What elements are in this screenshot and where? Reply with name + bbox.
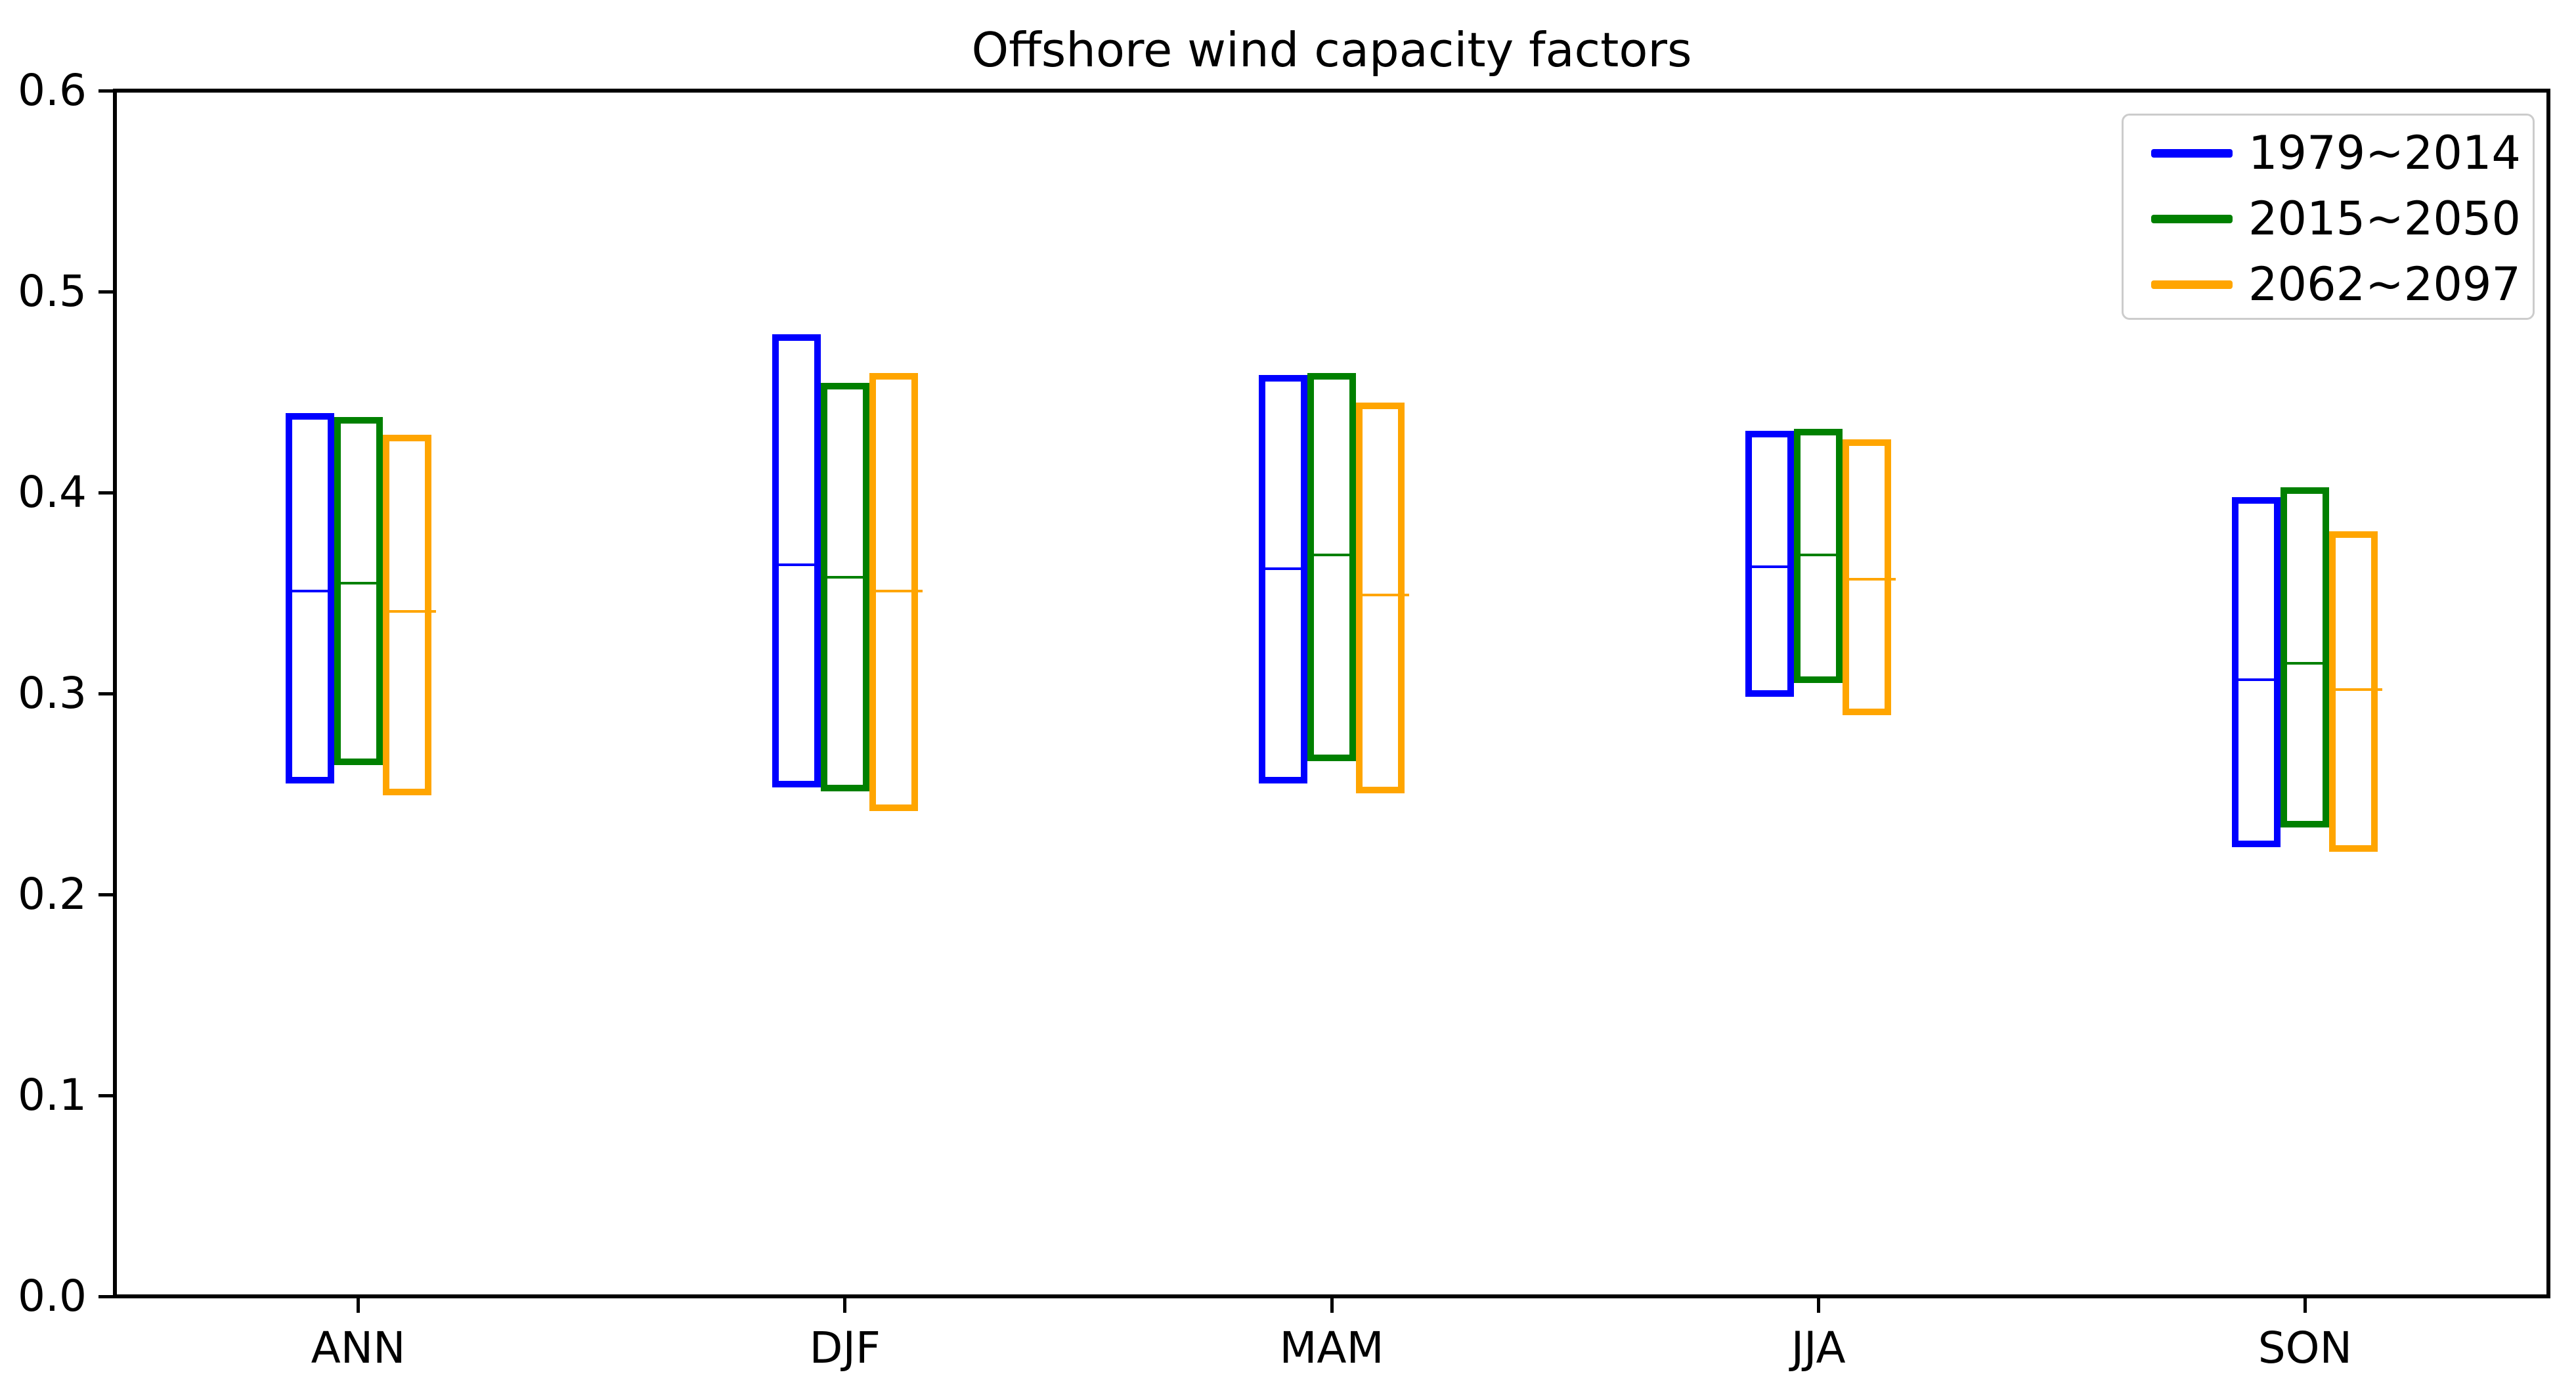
median-line-djf [875,589,923,592]
median-line-son [2286,662,2334,665]
x-tick-label: SON [2258,1323,2352,1373]
legend-label: 1979~2014 [2248,126,2521,180]
y-tick-mark [98,290,113,294]
y-tick-mark [98,692,113,695]
legend-line-swatch [2151,149,2233,158]
median-line-jja [1848,577,1896,581]
x-tick-label: DJF [809,1323,881,1373]
y-tick-label: 0.5 [18,266,87,317]
y-tick-label: 0.6 [18,65,87,116]
x-tick-label: ANN [311,1323,406,1373]
median-line-djf [826,575,874,579]
box-19792014-djf [772,334,821,787]
x-tick-mark [1816,1298,1820,1313]
median-line-son [2335,688,2383,691]
legend: 1979~2014 2015~2050 2062~2097 [2122,114,2535,320]
box-19792014-jja [1745,431,1795,697]
median-line-ann [291,589,339,592]
x-tick-mark [1330,1298,1334,1313]
median-line-ann [388,609,436,613]
y-tick-mark [98,892,113,896]
y-tick-label: 0.4 [18,467,87,517]
box-20622097-mam [1356,403,1405,793]
box-20152050-son [2281,487,2330,827]
box-20152050-djf [820,382,869,791]
y-tick-mark [98,1294,113,1298]
y-tick-label: 0.1 [18,1070,87,1120]
y-tick-mark [98,89,113,93]
median-line-mam [1362,594,1409,597]
y-tick-label: 0.2 [18,869,87,919]
box-20622097-jja [1843,439,1892,715]
median-line-jja [1751,565,1799,569]
x-tick-label: MAM [1279,1323,1384,1373]
median-line-mam [1265,567,1312,571]
x-tick-mark [843,1298,847,1313]
y-tick-label: 0.0 [18,1271,87,1321]
legend-label: 2015~2050 [2248,192,2521,246]
x-tick-mark [357,1298,360,1313]
median-line-djf [777,563,825,567]
box-20622097-son [2329,531,2378,852]
box-20152050-ann [334,416,383,766]
box-19792014-son [2232,497,2281,848]
chart-title: Offshore wind capacity factors [971,22,1692,77]
legend-line-swatch [2151,280,2233,289]
y-tick-mark [98,491,113,495]
box-20622097-ann [382,435,431,795]
x-tick-mark [2303,1298,2307,1313]
median-line-jja [1800,553,1848,556]
legend-line-swatch [2151,215,2233,223]
median-line-mam [1313,553,1361,556]
box-19792014-mam [1259,374,1307,783]
box-20152050-mam [1307,372,1356,761]
x-tick-label: JJA [1791,1323,1846,1373]
median-line-ann [339,581,387,584]
box-19792014-ann [285,412,334,783]
legend-label: 2062~2097 [2248,257,2521,311]
y-tick-mark [98,1093,113,1097]
median-line-son [2238,678,2286,681]
y-tick-label: 0.3 [18,668,87,718]
